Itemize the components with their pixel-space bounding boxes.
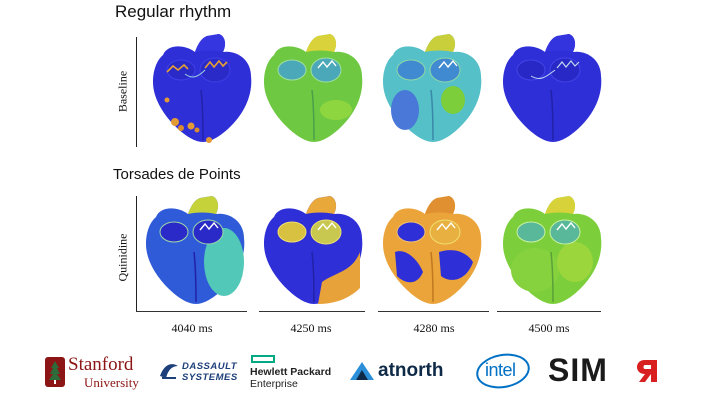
time-tick-label: 4280 ms <box>413 321 455 335</box>
heart-quinidine-4500 <box>495 192 610 310</box>
hpe-logo: Hewlett Packard Enterprise <box>250 348 332 394</box>
simr-reversed-r-icon <box>637 360 657 382</box>
heart-baseline-4040 <box>145 30 260 148</box>
hpe-element-icon <box>251 355 275 363</box>
dassault-line2: SYSTEMES <box>182 372 238 383</box>
row-divider-baseline <box>136 37 137 147</box>
heart-baseline-4280 <box>375 30 490 148</box>
row-divider-quinidine <box>136 196 137 312</box>
sponsor-logos: Stanford University DASSAULT SYSTEMES He… <box>0 348 710 394</box>
time-tick-label: 4500 ms <box>528 321 570 335</box>
simr-logo: SIM <box>548 348 672 394</box>
heart-baseline-4500 <box>495 30 610 148</box>
time-tick-label: 4040 ms <box>171 321 213 335</box>
hpe-line1: Hewlett Packard <box>250 366 332 378</box>
simr-name: SIM <box>548 352 608 388</box>
intel-logo: intel <box>473 348 533 394</box>
heart-quinidine-4280 <box>375 192 490 310</box>
atnorth-logo: atnorth <box>348 348 452 394</box>
intel-name: intel <box>485 360 516 380</box>
section-title-torsades: Torsades de Points <box>113 166 241 183</box>
atnorth-name: atnorth <box>378 360 444 381</box>
dassault-logo: DASSAULT SYSTEMES <box>158 348 238 394</box>
row-label-quinidine: Quinidine <box>115 233 130 282</box>
axis-segment <box>136 311 247 312</box>
atnorth-arrow-icon <box>350 362 374 380</box>
heart-quinidine-4040 <box>138 192 253 310</box>
stanford-name: Stanford <box>68 354 134 375</box>
heart-quinidine-4250 <box>256 192 371 310</box>
stanford-tree-icon <box>45 357 65 387</box>
axis-segment <box>378 311 489 312</box>
dassault-line1: DASSAULT <box>182 361 238 372</box>
time-axis: 4040 ms 4250 ms 4280 ms 4500 ms <box>0 311 710 335</box>
row-label-baseline: Baseline <box>115 70 130 113</box>
hpe-line2: Enterprise <box>250 378 298 390</box>
stanford-logo: Stanford University <box>44 348 144 394</box>
section-title-regular-rhythm: Regular rhythm <box>115 2 232 21</box>
heart-baseline-4250 <box>256 30 371 148</box>
dassault-3ds-icon <box>160 364 178 379</box>
axis-segment <box>259 311 365 312</box>
stanford-sub: University <box>84 375 139 390</box>
axis-segment <box>497 311 601 312</box>
time-tick-label: 4250 ms <box>290 321 332 335</box>
